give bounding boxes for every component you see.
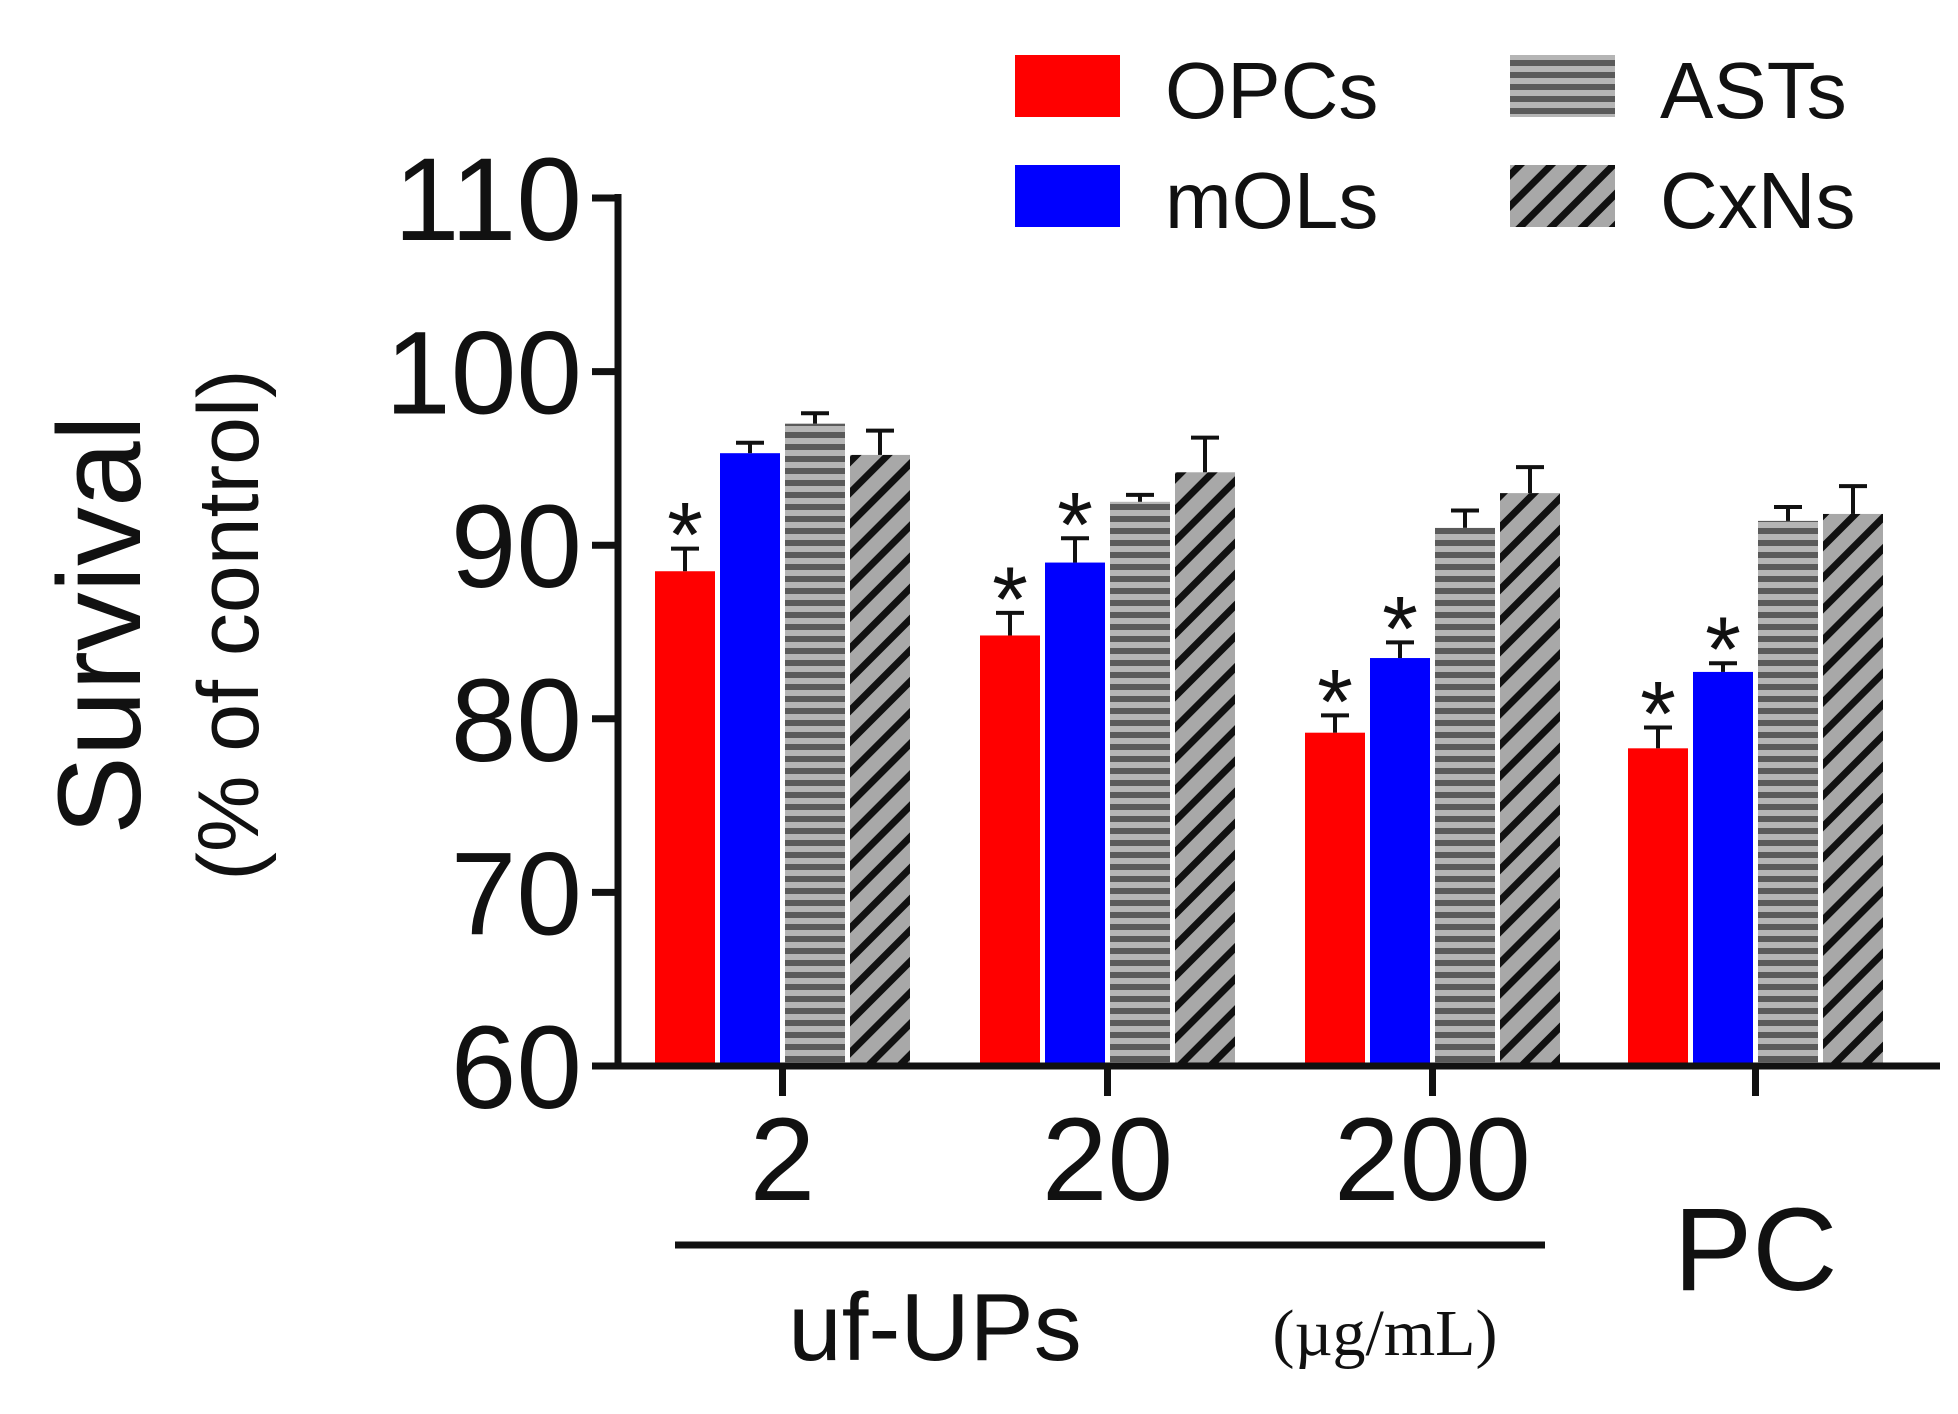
legend-swatch-mols (1015, 165, 1120, 227)
y-tick-label-70: 70 (451, 828, 582, 960)
legend: OPCs mOLs ASTs CxNs (1015, 46, 1856, 245)
legend-label-mols: mOLs (1165, 156, 1378, 245)
significance-marker-opcs-200: * (1317, 651, 1353, 753)
significance-marker-opcs-20: * (992, 549, 1028, 651)
x-tick-label-200: 200 (1334, 1094, 1531, 1226)
legend-swatch-opcs (1015, 55, 1120, 117)
x-tick-label-20: 20 (1042, 1094, 1173, 1226)
y-axis-subtitle: (% of control) (181, 369, 277, 880)
bar-mols-20 (1045, 562, 1105, 1066)
x-tick-label-2: 2 (750, 1094, 816, 1226)
legend-swatch-cxns (1510, 165, 1615, 227)
x-axis-title: uf-UPs (788, 1274, 1081, 1381)
bar-mols-2 (720, 453, 780, 1066)
bar-opcs-200 (1305, 732, 1365, 1066)
bar-cxns-2 (850, 454, 910, 1067)
y-tick-label-60: 60 (451, 1002, 582, 1134)
bar-opcs-2 (655, 571, 715, 1066)
bar-cxns-20 (1175, 472, 1235, 1067)
bar-opcs-20 (980, 635, 1040, 1066)
significance-marker-mols-pc: * (1705, 599, 1741, 701)
bar-asts-2 (785, 423, 845, 1066)
legend-label-asts: ASTs (1660, 46, 1847, 135)
y-tick-label-100: 100 (385, 308, 582, 440)
bar-asts-pc (1758, 520, 1818, 1066)
legend-label-opcs: OPCs (1165, 46, 1378, 135)
x-tick-label-pc: PC (1674, 1184, 1838, 1316)
legend-swatch-asts (1510, 55, 1615, 117)
bar-mols-pc (1693, 671, 1753, 1066)
legend-label-cxns: CxNs (1660, 156, 1856, 245)
x-axis-unit: (µg/mL) (1273, 1297, 1498, 1370)
significance-marker-opcs-pc: * (1640, 663, 1676, 765)
bar-asts-200 (1435, 527, 1495, 1066)
significance-marker-mols-200: * (1382, 578, 1418, 680)
bar-cxns-pc (1823, 513, 1883, 1066)
y-tick-label-110: 110 (394, 134, 582, 266)
y-tick-label-80: 80 (451, 655, 582, 787)
bar-cxns-200 (1500, 493, 1560, 1066)
y-tick-label-90: 90 (451, 481, 582, 613)
y-axis-title: Survival (34, 415, 166, 835)
bar-opcs-pc (1628, 748, 1688, 1066)
significance-marker-opcs-2: * (667, 485, 703, 587)
bar-asts-20 (1110, 501, 1170, 1066)
bar-mols-200 (1370, 658, 1430, 1066)
significance-marker-mols-20: * (1057, 474, 1093, 576)
